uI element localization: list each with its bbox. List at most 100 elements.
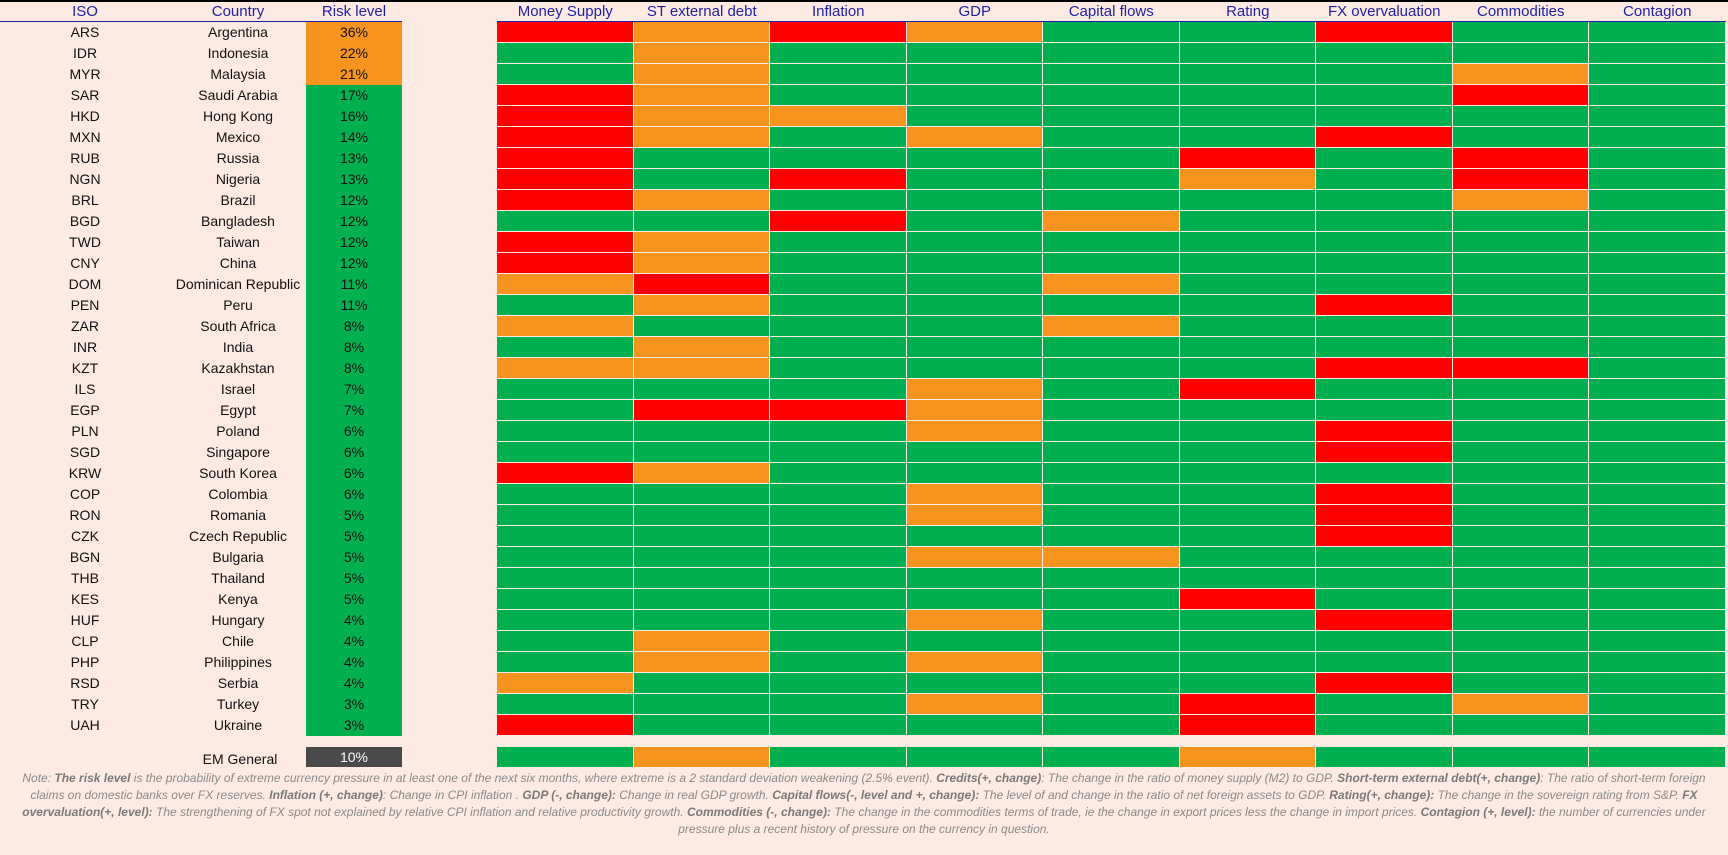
header-risk-level: Risk level — [306, 2, 402, 22]
indicator-cell-green — [1589, 610, 1726, 630]
risk-level: 8% — [306, 358, 402, 379]
indicator-cell-green — [1179, 442, 1316, 462]
indicator-cell-red — [497, 22, 634, 42]
indicator-cell-green — [1179, 232, 1316, 252]
indicator-cell-green — [1452, 22, 1589, 42]
em-indicator-cell-green — [770, 747, 907, 767]
indicator-cell-green — [633, 148, 770, 168]
indicator-cell-green — [1589, 64, 1726, 84]
indicator-cell-green — [1179, 106, 1316, 126]
indicator-cell-red — [770, 169, 907, 189]
indicator-cell-red — [770, 211, 907, 231]
indicator-cell-green — [770, 421, 907, 441]
indicator-cell-green — [770, 358, 907, 378]
indicator-cell-green — [1179, 526, 1316, 546]
indicator-cell-green — [1452, 253, 1589, 273]
indicator-cell-green — [633, 568, 770, 588]
indicator-cell-orange — [906, 652, 1043, 672]
indicator-cell-green — [906, 85, 1043, 105]
indicator-cell-green — [633, 484, 770, 504]
risk-level: 17% — [306, 85, 402, 106]
header-indicator: ST external debt — [633, 2, 770, 22]
note-term: Inflation (+, change) — [269, 788, 383, 802]
indicator-cell-orange — [906, 127, 1043, 147]
risk-level: 13% — [306, 169, 402, 190]
iso-code: TWD — [69, 234, 101, 250]
indicator-cell-orange — [1043, 316, 1180, 336]
indicator-cell-orange — [633, 106, 770, 126]
note-text: Note: — [22, 771, 55, 785]
indicator-cell-green — [1179, 673, 1316, 693]
indicator-cell-green — [633, 715, 770, 735]
indicator-cell-green — [1589, 169, 1726, 189]
indicator-cell-red — [1452, 85, 1589, 105]
indicator-cell-orange — [633, 652, 770, 672]
table-row: RON Romania 5% — [0, 505, 1728, 526]
indicator-cell-green — [906, 631, 1043, 651]
country-name: Poland — [216, 423, 260, 439]
indicator-cell-green — [1316, 400, 1453, 420]
iso-code: SGD — [69, 444, 101, 460]
indicator-cell-green — [906, 337, 1043, 357]
note-term: Rating(+, change): — [1329, 788, 1435, 802]
table-row: SAR Saudi Arabia 17% — [0, 85, 1728, 106]
indicator-cell-green — [906, 169, 1043, 189]
indicator-cell-green — [770, 631, 907, 651]
iso-code: DOM — [68, 276, 102, 292]
indicator-cell-red — [497, 169, 634, 189]
indicator-cell-orange — [633, 253, 770, 273]
indicator-cell-green — [1043, 694, 1180, 714]
indicator-cell-orange — [633, 190, 770, 210]
country-name: Ukraine — [213, 717, 263, 733]
indicator-cell-green — [1316, 169, 1453, 189]
indicator-cell-green — [1043, 358, 1180, 378]
indicator-cell-green — [1179, 631, 1316, 651]
indicator-cell-green — [1179, 547, 1316, 567]
em-indicator-cell-green — [1589, 747, 1726, 767]
indicator-cell-green — [770, 526, 907, 546]
indicator-cell-green — [633, 169, 770, 189]
indicator-cell-green — [770, 715, 907, 735]
indicator-cell-green — [1589, 694, 1726, 714]
iso-code: RUB — [70, 150, 100, 166]
table-row: CZK Czech Republic 5% — [0, 526, 1728, 547]
indicator-cell-green — [1179, 316, 1316, 336]
note-text: the number of currencies under pressure … — [678, 805, 1706, 836]
table-row: IDR Indonesia 22% — [0, 43, 1728, 64]
country-name: Saudi Arabia — [198, 87, 278, 103]
indicator-cell-green — [1589, 211, 1726, 231]
indicator-cell-green — [1316, 274, 1453, 294]
indicator-cell-green — [497, 526, 634, 546]
indicator-cell-orange — [633, 295, 770, 315]
indicator-cell-green — [906, 232, 1043, 252]
indicator-cell-green — [497, 589, 634, 609]
country-name: Israel — [220, 381, 256, 397]
indicator-cell-red — [1316, 22, 1453, 42]
indicator-cell-red — [1316, 484, 1453, 504]
indicator-cell-red — [1179, 148, 1316, 168]
indicator-cell-green — [497, 43, 634, 63]
iso-code: COP — [69, 486, 101, 502]
header-indicator: Rating — [1179, 2, 1316, 22]
note-term: GDP (-, change): — [522, 788, 616, 802]
indicator-cell-orange — [1179, 169, 1316, 189]
indicator-cell-red — [1316, 526, 1453, 546]
iso-code: CNY — [70, 255, 100, 271]
em-general-value: 10% — [306, 747, 402, 767]
indicator-cell-green — [770, 463, 907, 483]
indicator-cell-orange — [633, 85, 770, 105]
indicator-cell-green — [1179, 463, 1316, 483]
iso-code: PEN — [70, 297, 100, 313]
indicator-cell-green — [1452, 274, 1589, 294]
country-name: Dominican Republic — [175, 276, 301, 292]
indicator-cell-green — [1589, 316, 1726, 336]
indicator-cell-green — [1452, 715, 1589, 735]
risk-level: 11% — [306, 295, 402, 316]
table-row: PLN Poland 6% — [0, 421, 1728, 442]
iso-code: BGD — [69, 213, 101, 229]
indicator-cell-green — [770, 442, 907, 462]
country-name: Kenya — [218, 591, 258, 607]
indicator-cell-green — [1589, 442, 1726, 462]
indicator-cell-orange — [1043, 274, 1180, 294]
header-iso: ISO — [0, 2, 170, 22]
